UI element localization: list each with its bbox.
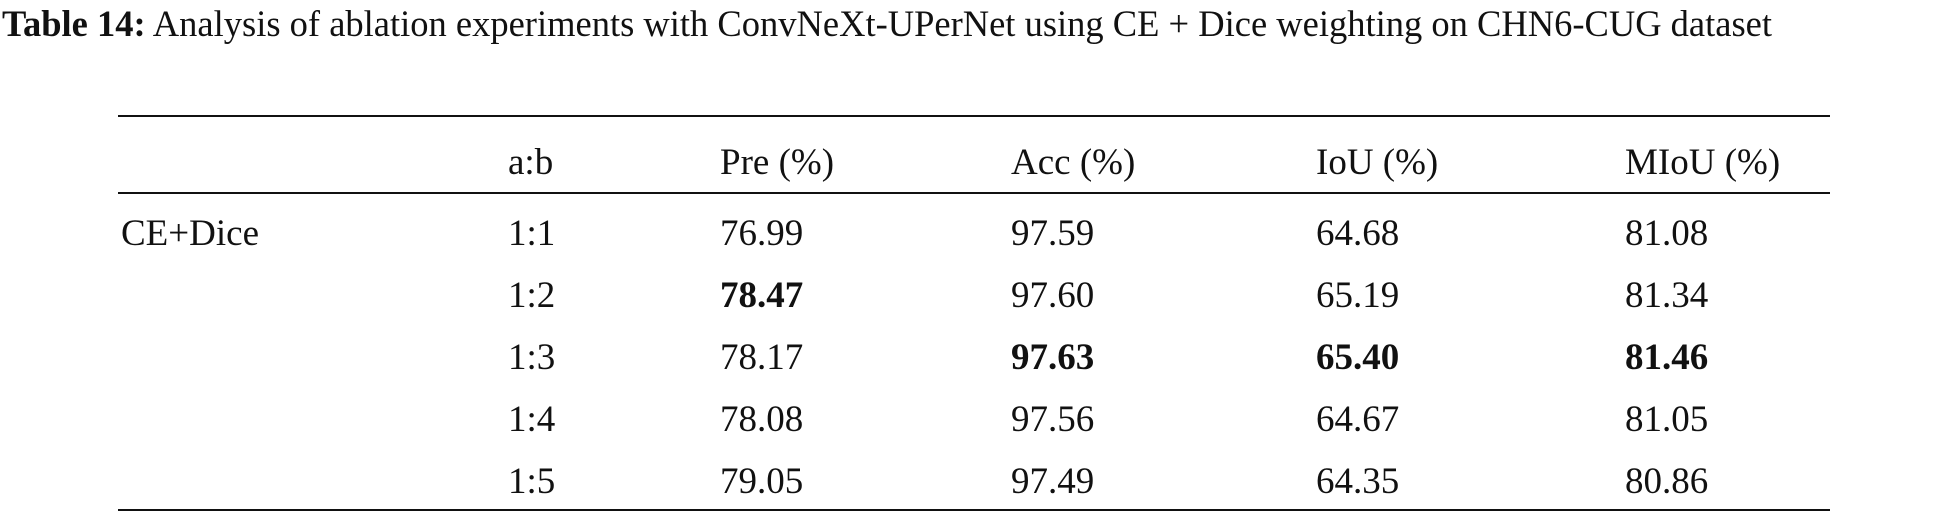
table-cell: 1:3	[508, 337, 556, 378]
table-cell: 97.60	[1011, 275, 1095, 316]
table-cell: 81.05	[1625, 399, 1709, 440]
header-cell: a:b	[508, 142, 554, 183]
group-label: CE+Dice	[121, 213, 259, 254]
table-cell: 97.49	[1011, 461, 1095, 502]
table-cell: 64.67	[1316, 399, 1400, 440]
table-cell: 78.47	[720, 275, 804, 316]
table-cell: 81.46	[1625, 337, 1709, 378]
caption-label: Table 14:	[2, 3, 146, 44]
table-cell: 79.05	[720, 461, 804, 502]
table-cell: 1:1	[508, 213, 556, 254]
table-cell: 1:5	[508, 461, 556, 502]
header-cell: Acc (%)	[1011, 142, 1136, 183]
caption: Table 14: Analysis of ablation experimen…	[2, 0, 1950, 47]
table-cell: 80.86	[1625, 461, 1709, 502]
table-cell: 1:2	[508, 275, 556, 316]
header-cell: MIoU (%)	[1625, 142, 1781, 183]
header-cell: IoU (%)	[1316, 142, 1439, 183]
table-cell: 1:4	[508, 399, 556, 440]
header-cell: Pre (%)	[720, 142, 835, 183]
caption-text: Analysis of ablation experiments with Co…	[152, 3, 1773, 44]
mid-rule	[118, 192, 1830, 194]
top-rule	[118, 115, 1830, 117]
table-cell: 78.17	[720, 337, 804, 378]
table-cell: 81.08	[1625, 213, 1709, 254]
table-cell: 97.56	[1011, 399, 1095, 440]
table-cell: 81.34	[1625, 275, 1709, 316]
table-cell: 65.40	[1316, 337, 1400, 378]
table-cell: 78.08	[720, 399, 804, 440]
table-cell: 64.68	[1316, 213, 1400, 254]
table-cell: 64.35	[1316, 461, 1400, 502]
table-cell: 97.59	[1011, 213, 1095, 254]
table-cell: 65.19	[1316, 275, 1400, 316]
table-cell: 76.99	[720, 213, 804, 254]
bottom-rule	[118, 509, 1830, 511]
table-cell: 97.63	[1011, 337, 1095, 378]
